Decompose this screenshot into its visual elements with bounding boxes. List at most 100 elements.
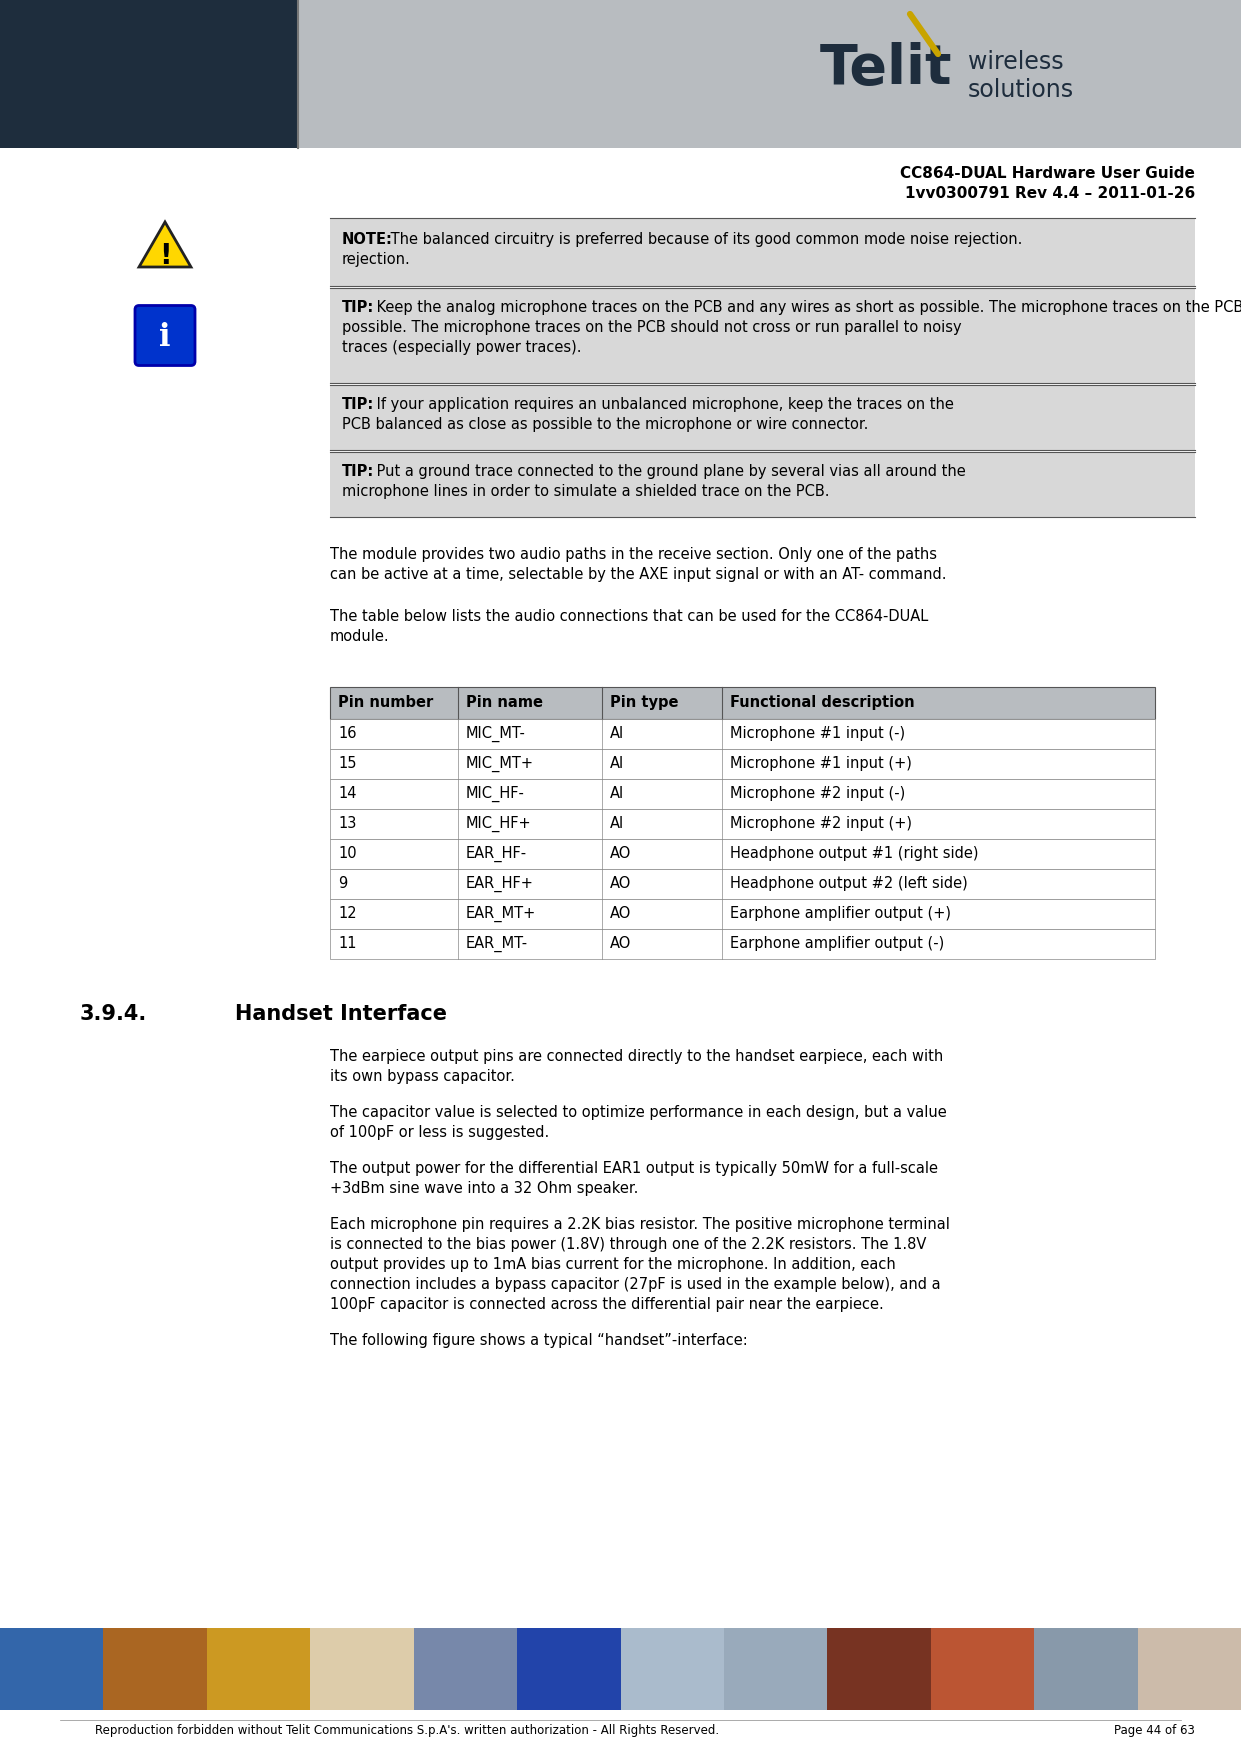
FancyBboxPatch shape — [135, 305, 195, 365]
Text: Telit: Telit — [820, 42, 953, 97]
Text: The earpiece output pins are connected directly to the handset earpiece, each wi: The earpiece output pins are connected d… — [330, 1049, 943, 1064]
Bar — [620, 1629, 725, 1709]
Text: is connected to the bias power (1.8V) through one of the 2.2K resistors. The 1.8: is connected to the bias power (1.8V) th… — [330, 1237, 926, 1251]
Text: Microphone #2 input (-): Microphone #2 input (-) — [730, 786, 905, 800]
Bar — [330, 749, 1155, 779]
Text: AO: AO — [611, 876, 632, 892]
Bar — [724, 1629, 828, 1709]
Bar — [330, 779, 1155, 809]
Text: EAR_MT+: EAR_MT+ — [465, 906, 536, 921]
Text: If your application requires an unbalanced microphone, keep the traces on the: If your application requires an unbalanc… — [372, 397, 954, 412]
Bar — [931, 1629, 1035, 1709]
Text: Microphone #2 input (+): Microphone #2 input (+) — [730, 816, 912, 832]
Bar — [207, 1629, 311, 1709]
Text: Earphone amplifier output (-): Earphone amplifier output (-) — [730, 935, 944, 951]
Text: Earphone amplifier output (+): Earphone amplifier output (+) — [730, 906, 951, 921]
Bar — [330, 809, 1155, 839]
Text: 14: 14 — [338, 786, 356, 800]
Text: microphone lines in order to simulate a shielded trace on the PCB.: microphone lines in order to simulate a … — [343, 484, 829, 498]
Text: AI: AI — [611, 756, 624, 770]
Bar — [1138, 1629, 1241, 1709]
Text: wireless
solutions: wireless solutions — [968, 49, 1075, 102]
Text: EAR_HF+: EAR_HF+ — [465, 876, 534, 892]
Text: connection includes a bypass capacitor (27pF is used in the example below), and : connection includes a bypass capacitor (… — [330, 1278, 941, 1292]
Text: +3dBm sine wave into a 32 Ohm speaker.: +3dBm sine wave into a 32 Ohm speaker. — [330, 1181, 638, 1195]
Text: !: ! — [159, 242, 171, 270]
Text: module.: module. — [330, 628, 390, 644]
Text: AO: AO — [611, 935, 632, 951]
Text: The table below lists the audio connections that can be used for the CC864-DUAL: The table below lists the audio connecti… — [330, 609, 928, 625]
Text: TIP:: TIP: — [343, 300, 375, 314]
Text: rejection.: rejection. — [343, 253, 411, 267]
Text: 12: 12 — [338, 906, 356, 921]
Text: MIC_HF-: MIC_HF- — [465, 786, 525, 802]
Text: Microphone #1 input (+): Microphone #1 input (+) — [730, 756, 912, 770]
Text: The capacitor value is selected to optimize performance in each design, but a va: The capacitor value is selected to optim… — [330, 1106, 947, 1120]
Text: Pin type: Pin type — [611, 695, 679, 711]
Text: Page 44 of 63: Page 44 of 63 — [1114, 1723, 1195, 1737]
Text: MIC_MT-: MIC_MT- — [465, 727, 526, 742]
Text: The following figure shows a typical “handset”-interface:: The following figure shows a typical “ha… — [330, 1334, 748, 1348]
Text: AI: AI — [611, 727, 624, 741]
Text: its own bypass capacitor.: its own bypass capacitor. — [330, 1069, 515, 1085]
Bar — [330, 453, 1195, 518]
Text: 3.9.4.: 3.9.4. — [79, 1004, 148, 1023]
Text: TIP:: TIP: — [343, 397, 375, 412]
Bar — [0, 0, 298, 147]
Text: 13: 13 — [338, 816, 356, 832]
Text: EAR_HF-: EAR_HF- — [465, 846, 527, 862]
Text: NOTE:: NOTE: — [343, 232, 393, 247]
Text: Put a ground trace connected to the ground plane by several vias all around the: Put a ground trace connected to the grou… — [372, 463, 965, 479]
Bar — [0, 1629, 104, 1709]
Polygon shape — [139, 221, 191, 267]
Text: Pin name: Pin name — [465, 695, 542, 711]
Bar — [330, 869, 1155, 899]
Text: 11: 11 — [338, 935, 356, 951]
Text: PCB balanced as close as possible to the microphone or wire connector.: PCB balanced as close as possible to the… — [343, 418, 869, 432]
Bar — [298, 0, 1241, 147]
Bar — [413, 1629, 517, 1709]
Bar — [330, 839, 1155, 869]
Bar — [330, 928, 1155, 958]
Bar — [330, 218, 1195, 286]
Bar — [330, 384, 1195, 449]
Text: MIC_HF+: MIC_HF+ — [465, 816, 531, 832]
Bar — [517, 1629, 622, 1709]
Text: AI: AI — [611, 816, 624, 832]
Bar — [1034, 1629, 1138, 1709]
Text: EAR_MT-: EAR_MT- — [465, 935, 527, 953]
Text: Keep the analog microphone traces on the PCB and any wires as short as possible.: Keep the analog microphone traces on the… — [372, 300, 1241, 314]
Text: AI: AI — [611, 786, 624, 800]
Text: Handset Interface: Handset Interface — [235, 1004, 447, 1023]
Text: The module provides two audio paths in the receive section. Only one of the path: The module provides two audio paths in t… — [330, 548, 937, 562]
Text: output provides up to 1mA bias current for the microphone. In addition, each: output provides up to 1mA bias current f… — [330, 1257, 896, 1272]
Text: 100pF capacitor is connected across the differential pair near the earpiece.: 100pF capacitor is connected across the … — [330, 1297, 884, 1313]
Text: Reproduction forbidden without Telit Communications S.p.A's. written authorizati: Reproduction forbidden without Telit Com… — [96, 1723, 719, 1737]
Text: can be active at a time, selectable by the AXE input signal or with an AT- comma: can be active at a time, selectable by t… — [330, 567, 947, 583]
Text: 15: 15 — [338, 756, 356, 770]
Bar — [103, 1629, 207, 1709]
Bar — [330, 686, 1155, 720]
Text: of 100pF or less is suggested.: of 100pF or less is suggested. — [330, 1125, 550, 1141]
Text: 9: 9 — [338, 876, 347, 892]
Bar — [330, 720, 1155, 749]
Text: Each microphone pin requires a 2.2K bias resistor. The positive microphone termi: Each microphone pin requires a 2.2K bias… — [330, 1216, 949, 1232]
Text: MIC_MT+: MIC_MT+ — [465, 756, 534, 772]
Text: possible. The microphone traces on the PCB should not cross or run parallel to n: possible. The microphone traces on the P… — [343, 319, 962, 335]
Bar — [330, 899, 1155, 928]
Text: i: i — [159, 321, 171, 353]
Text: Functional description: Functional description — [730, 695, 915, 711]
Text: AO: AO — [611, 846, 632, 862]
Text: AO: AO — [611, 906, 632, 921]
Text: TIP:: TIP: — [343, 463, 375, 479]
Text: 10: 10 — [338, 846, 356, 862]
Bar — [330, 288, 1195, 383]
Text: Microphone #1 input (-): Microphone #1 input (-) — [730, 727, 905, 741]
Bar — [310, 1629, 414, 1709]
Text: The balanced circuitry is preferred because of its good common mode noise reject: The balanced circuitry is preferred beca… — [386, 232, 1023, 247]
Bar — [828, 1629, 932, 1709]
Text: traces (especially power traces).: traces (especially power traces). — [343, 340, 582, 355]
Text: 16: 16 — [338, 727, 356, 741]
Text: 1vv0300791 Rev 4.4 – 2011-01-26: 1vv0300791 Rev 4.4 – 2011-01-26 — [905, 186, 1195, 202]
Text: Pin number: Pin number — [338, 695, 433, 711]
